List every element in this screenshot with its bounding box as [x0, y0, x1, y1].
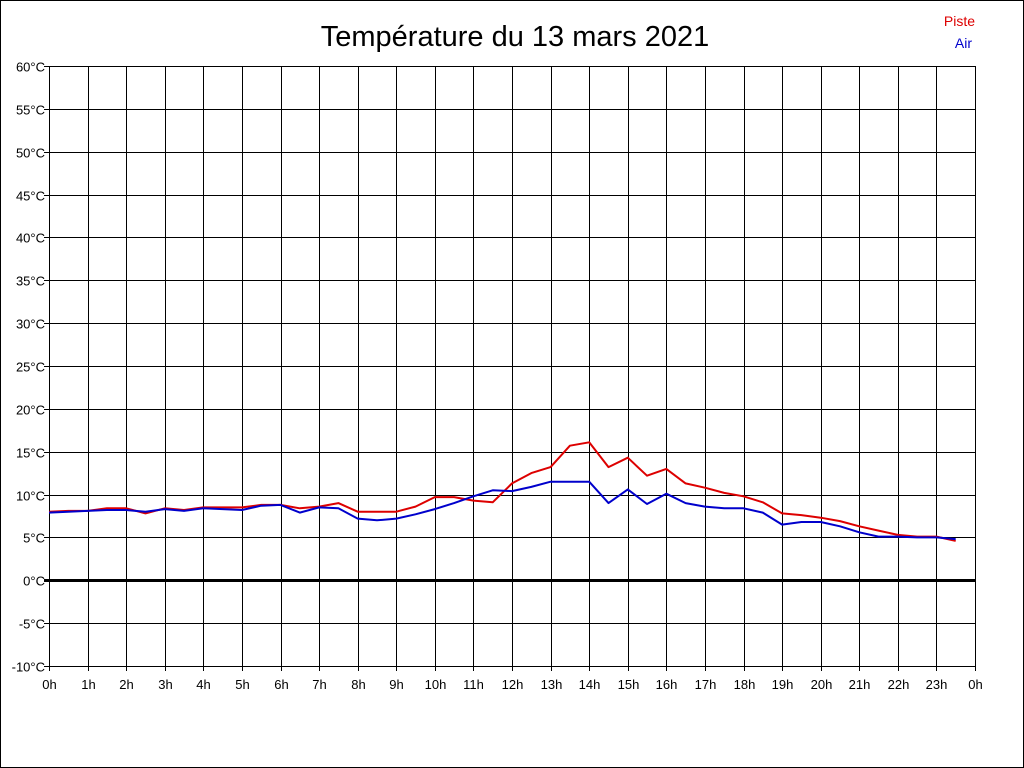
- x-tick-label: 11h: [463, 677, 484, 692]
- x-tick-label: 19h: [772, 677, 794, 692]
- series-lines: [48, 441, 956, 542]
- x-tick-label: 8h: [351, 677, 365, 692]
- legend-air: Air: [955, 35, 972, 51]
- grid: [44, 66, 976, 671]
- x-tick-label: 7h: [312, 677, 326, 692]
- axes: 0h 1h 2h 3h 4h 5h 6h 7h 8h 9h 10h 11h 12h 13h 14h 15h 16…: [12, 60, 983, 693]
- x-tick-label: 22h: [888, 677, 910, 692]
- x-tick-label: 13h: [541, 677, 563, 692]
- x-tick-label: 15h: [618, 677, 640, 692]
- y-tick-label: -5°C: [19, 617, 45, 632]
- y-tick-label: 0°C: [23, 574, 45, 589]
- x-tick-label: 23h: [926, 677, 948, 692]
- x-tick-label: 0h: [968, 677, 982, 692]
- x-tick-label: 14h: [579, 677, 601, 692]
- x-tick-label: 0h: [42, 677, 56, 692]
- x-tick-label: 3h: [158, 677, 172, 692]
- y-tick-label: 35°C: [16, 274, 45, 289]
- y-tick-label: 5°C: [23, 531, 45, 546]
- x-tick-label: 12h: [502, 677, 524, 692]
- x-tick-label: 5h: [235, 677, 249, 692]
- y-tick-label: 25°C: [16, 360, 45, 375]
- y-tick-label: 45°C: [16, 189, 45, 204]
- y-tick-label: 15°C: [16, 446, 45, 461]
- x-tick-label: 9h: [389, 677, 403, 692]
- series-line-air: [48, 480, 956, 541]
- x-tick-label: 2h: [119, 677, 133, 692]
- x-tick-label: 21h: [849, 677, 871, 692]
- x-tick-label: 1h: [81, 677, 95, 692]
- y-tick-label: 10°C: [16, 489, 45, 504]
- y-tick-label: 30°C: [16, 317, 45, 332]
- x-tick-label: 20h: [811, 677, 833, 692]
- x-tick-label: 17h: [695, 677, 717, 692]
- x-tick-label: 10h: [425, 677, 447, 692]
- x-tick-label: 4h: [196, 677, 210, 692]
- y-tick-label: 50°C: [16, 146, 45, 161]
- y-tick-label: 20°C: [16, 403, 45, 418]
- y-tick-label: 55°C: [16, 103, 45, 118]
- y-tick-label: 40°C: [16, 231, 45, 246]
- y-tick-label: -10°C: [12, 660, 45, 675]
- x-tick-label: 16h: [656, 677, 678, 692]
- chart-title: Température du 13 mars 2021: [321, 21, 710, 53]
- legend-piste: Piste: [944, 13, 975, 29]
- y-tick-label: 60°C: [16, 60, 45, 75]
- x-tick-label: 18h: [734, 677, 756, 692]
- x-tick-label: 6h: [274, 677, 288, 692]
